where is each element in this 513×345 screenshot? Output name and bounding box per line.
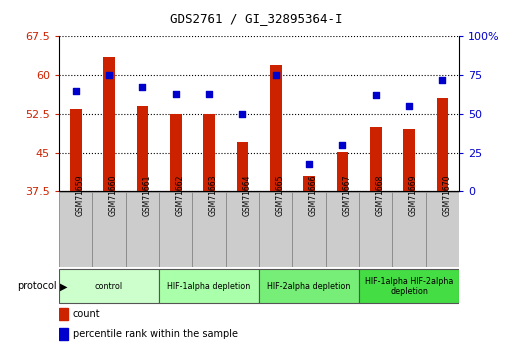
Text: GSM71664: GSM71664: [242, 175, 251, 216]
Point: [338, 142, 346, 148]
Point: [171, 91, 180, 96]
Bar: [236, 142, 248, 191]
Text: control: control: [95, 282, 123, 291]
Bar: [359, 192, 392, 267]
Text: GSM71668: GSM71668: [376, 175, 385, 216]
Point: [305, 161, 313, 166]
Text: GSM71663: GSM71663: [209, 175, 218, 216]
Text: HIF-2alpha depletion: HIF-2alpha depletion: [267, 282, 351, 291]
Bar: [270, 65, 282, 191]
Text: GDS2761 / GI_32895364-I: GDS2761 / GI_32895364-I: [170, 12, 343, 25]
Bar: [337, 151, 348, 191]
Text: protocol: protocol: [17, 282, 56, 291]
Bar: [392, 192, 426, 267]
Text: percentile rank within the sample: percentile rank within the sample: [73, 329, 238, 339]
Bar: [326, 192, 359, 267]
Point: [405, 103, 413, 109]
Point: [238, 111, 246, 117]
Bar: [59, 328, 68, 340]
Bar: [59, 192, 92, 267]
Text: GSM71665: GSM71665: [276, 175, 285, 216]
Bar: [203, 114, 215, 191]
Text: GSM71660: GSM71660: [109, 175, 118, 216]
Text: HIF-1alpha HIF-2alpha
depletion: HIF-1alpha HIF-2alpha depletion: [365, 277, 453, 296]
Text: HIF-1alpha depletion: HIF-1alpha depletion: [167, 282, 251, 291]
Bar: [126, 192, 159, 267]
Point: [205, 91, 213, 96]
Point: [138, 85, 146, 90]
Bar: [59, 308, 68, 321]
Point: [105, 72, 113, 78]
Bar: [403, 129, 415, 191]
Text: GSM71669: GSM71669: [409, 175, 418, 216]
Bar: [136, 106, 148, 191]
Bar: [170, 114, 182, 191]
Point: [71, 88, 80, 93]
Text: GSM71670: GSM71670: [442, 175, 451, 216]
Bar: [192, 192, 226, 267]
Bar: [103, 57, 115, 191]
Text: GSM71661: GSM71661: [143, 175, 151, 216]
Bar: [92, 192, 126, 267]
Bar: [359, 269, 459, 304]
Bar: [426, 192, 459, 267]
Bar: [303, 176, 315, 191]
Bar: [259, 269, 359, 304]
Bar: [159, 269, 259, 304]
Text: ▶: ▶: [60, 282, 68, 291]
Point: [371, 92, 380, 98]
Bar: [259, 192, 292, 267]
Bar: [70, 109, 82, 191]
Bar: [370, 127, 382, 191]
Text: GSM71666: GSM71666: [309, 175, 318, 216]
Point: [271, 72, 280, 78]
Text: GSM71659: GSM71659: [76, 175, 85, 216]
Bar: [437, 98, 448, 191]
Bar: [226, 192, 259, 267]
Text: count: count: [73, 309, 101, 319]
Bar: [159, 192, 192, 267]
Text: GSM71667: GSM71667: [343, 175, 351, 216]
Text: GSM71662: GSM71662: [175, 175, 185, 216]
Bar: [59, 269, 159, 304]
Bar: [292, 192, 326, 267]
Point: [438, 77, 446, 82]
